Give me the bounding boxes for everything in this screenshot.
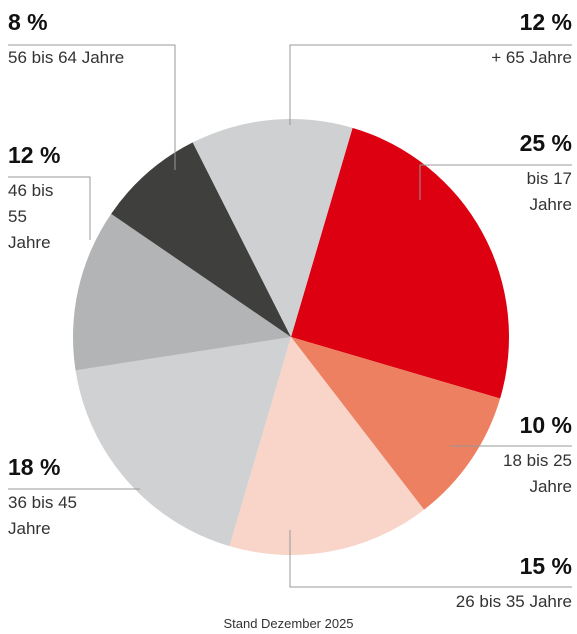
- category-label: 36 bis 45 Jahre: [8, 493, 77, 538]
- slice-label: 18 % 36 bis 45 Jahre: [8, 454, 98, 542]
- pie-slice: [229, 337, 425, 555]
- category-label: + 65 Jahre: [491, 48, 572, 67]
- slice-label: 25 % bis 17 Jahre: [482, 130, 572, 218]
- value-label: 15 %: [519, 553, 572, 579]
- slice-label: 15 % 26 bis 35 Jahre: [372, 553, 572, 615]
- pie-slice: [192, 119, 353, 338]
- note: Stand Dezember 2025: [223, 616, 354, 631]
- pie-slice: [75, 337, 291, 547]
- slice-label: 12 % 46 bis 55 Jahre: [8, 142, 68, 256]
- leader-line: [8, 176, 91, 240]
- pie-slice: [291, 127, 509, 399]
- value-label: 12 %: [8, 142, 61, 168]
- pie-slice: [111, 142, 291, 337]
- category-label: bis 17 Jahre: [526, 169, 572, 214]
- leader-line: [289, 44, 572, 125]
- category-label: 18 bis 25 Jahre: [503, 451, 572, 496]
- category-label: 26 bis 35 Jahre: [455, 592, 572, 611]
- leader-line: [8, 44, 176, 170]
- pie-slice: [291, 337, 501, 510]
- value-label: 10 %: [519, 412, 572, 438]
- category-label: 46 bis 55 Jahre: [8, 181, 54, 252]
- value-label: 25 %: [519, 130, 572, 156]
- value-label: 12 %: [519, 9, 572, 35]
- slice-label: 10 % 18 bis 25 Jahre: [482, 412, 572, 500]
- value-label: 8 %: [8, 9, 48, 35]
- leader-line: [289, 530, 572, 588]
- slice-label: 8 % 56 bis 64 Jahre: [8, 9, 208, 71]
- value-label: 18 %: [8, 454, 61, 480]
- slice-label: 12 % + 65 Jahre: [372, 9, 572, 71]
- leader-line: [419, 164, 572, 200]
- pie-slice: [73, 213, 292, 371]
- category-label: 56 bis 64 Jahre: [8, 48, 125, 67]
